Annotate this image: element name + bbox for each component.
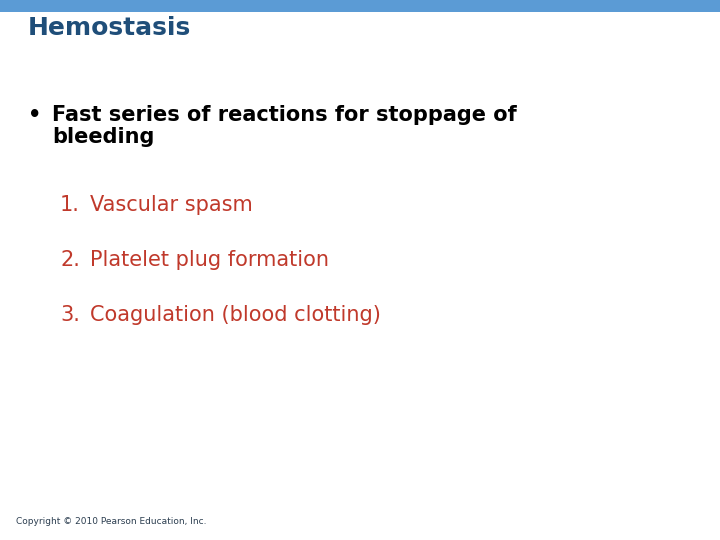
Text: Coagulation (blood clotting): Coagulation (blood clotting)	[90, 305, 381, 325]
Text: •: •	[28, 105, 41, 125]
Text: Vascular spasm: Vascular spasm	[90, 195, 253, 215]
Text: Fast series of reactions for stoppage of: Fast series of reactions for stoppage of	[52, 105, 517, 125]
Text: Hemostasis: Hemostasis	[28, 16, 192, 40]
Text: Platelet plug formation: Platelet plug formation	[90, 250, 329, 270]
Text: 1.: 1.	[60, 195, 80, 215]
Text: 2.: 2.	[60, 250, 80, 270]
FancyBboxPatch shape	[0, 0, 720, 12]
Text: Copyright © 2010 Pearson Education, Inc.: Copyright © 2010 Pearson Education, Inc.	[16, 517, 207, 526]
Text: bleeding: bleeding	[52, 127, 154, 147]
Text: 3.: 3.	[60, 305, 80, 325]
